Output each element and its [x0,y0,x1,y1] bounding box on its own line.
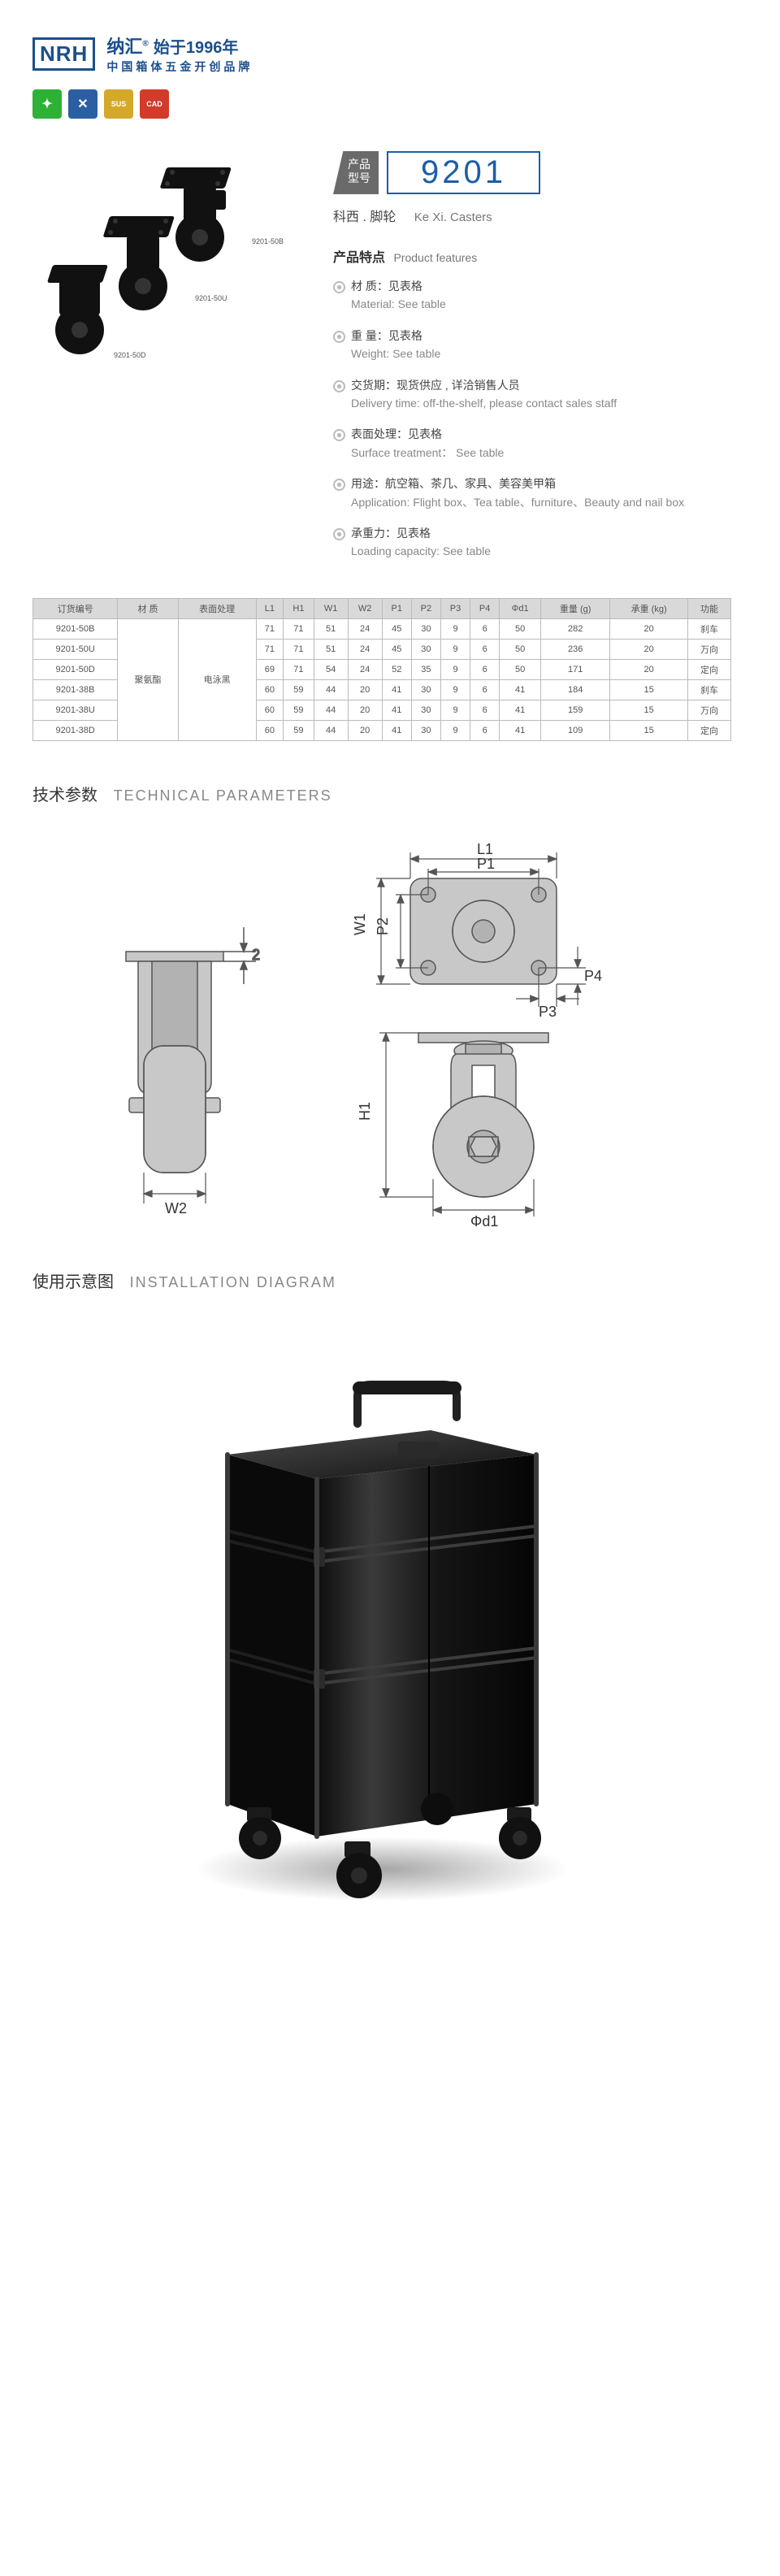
svg-text:P1: P1 [477,856,495,872]
logo-sub: 中国箱体五金开创品牌 [106,59,253,75]
badge-icon: ✕ [68,89,98,119]
svg-text:P3: P3 [539,1004,557,1020]
table-header: L1 [256,598,284,618]
variant-label-u: 9201-50U [195,294,228,302]
feature-item: 重 量：见表格Weight: See table [333,327,731,363]
feature-item: 表面处理：见表格Surface treatment： See table [333,425,731,462]
table-row: 9201-50B聚氨酯电泳黑717151244530965028220刹车 [33,618,731,639]
table-header: P2 [411,598,440,618]
technical-diagrams: 2 [32,838,731,1228]
product-info: 产品 型号 9201 科西 . 脚轮 Ke Xi. Casters 产品特点 P… [333,143,731,574]
feature-item: 材 质：见表格Material: See table [333,277,731,314]
feature-item: 用途：航空箱、茶几、家具、美容美甲箱Application: Flight bo… [333,475,731,511]
section-technical: 技术参数 TECHNICAL PARAMETERS [32,782,731,805]
logo-text: 纳汇® 始于1996年 中国箱体五金开创品牌 [106,33,253,75]
logo-cn: 纳汇 [106,37,142,57]
svg-text:2: 2 [252,947,260,963]
table-header: P1 [382,598,411,618]
features-list: 材 质：见表格Material: See table 重 量：见表格Weight:… [333,277,731,561]
logo-reg: ® [142,40,148,49]
diagram-plate-side: L1 P1 W1 [329,838,670,1228]
model-tag: 产品 型号 [333,151,379,194]
variant-label-b: 9201-50B [252,237,284,245]
table-header: W2 [348,598,382,618]
badge-icon: SUS [104,89,133,119]
category-badges: ✦✕SUSCAD [32,89,731,119]
table-header: W1 [314,598,348,618]
logo-year: 始于1996年 [154,39,239,57]
table-header: 承重 (kg) [610,598,688,618]
variant-label-d: 9201-50D [114,351,146,359]
brand-header: NRH 纳汇® 始于1996年 中国箱体五金开创品牌 [32,33,731,75]
svg-text:W2: W2 [165,1200,187,1216]
section-installation: 使用示意图 INSTALLATION DIAGRAM [32,1268,731,1292]
features-heading: 产品特点 Product features [333,246,731,266]
spec-table: 订货编号材 质表面处理L1H1W1W2P1P2P3P4Φd1重量 (g)承重 (… [32,598,731,741]
table-header: 功能 [688,598,731,618]
logo-mark: NRH [32,37,95,71]
series-name: 科西 . 脚轮 Ke Xi. Casters [333,206,731,225]
diagram-front: 2 [93,838,272,1228]
table-header: P4 [470,598,500,618]
table-header: 订货编号 [33,598,118,618]
table-header: Φd1 [500,598,541,618]
table-header: H1 [284,598,314,618]
installation-photo [32,1325,731,1967]
table-header: 材 质 [118,598,178,618]
svg-text:L1: L1 [477,841,493,857]
svg-text:W1: W1 [352,913,368,935]
table-header: P3 [440,598,470,618]
table-header: 重量 (g) [541,598,610,618]
svg-text:Φd1: Φd1 [470,1213,498,1228]
feature-item: 承重力：见表格Loading capacity: See table [333,524,731,561]
feature-item: 交货期：现货供应 , 详洽销售人员Delivery time: off-the-… [333,376,731,413]
svg-text:H1: H1 [357,1102,373,1121]
product-photo: 9201-50B 9201-50U 9201-50D [32,143,309,387]
model-number: 9201 [387,151,540,194]
badge-icon: ✦ [32,89,62,119]
table-header: 表面处理 [178,598,256,618]
svg-text:P2: P2 [375,917,391,935]
svg-text:P4: P4 [584,968,602,984]
badge-icon: CAD [140,89,169,119]
